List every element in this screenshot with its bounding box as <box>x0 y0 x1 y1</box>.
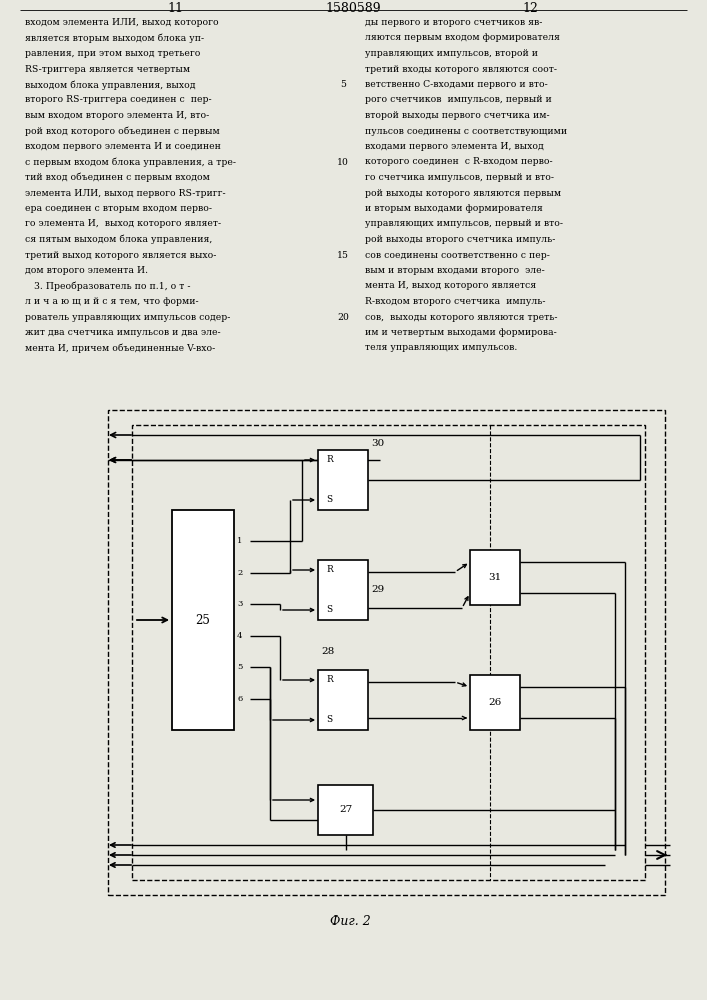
Text: которого соединен  с R-входом перво-: которого соединен с R-входом перво- <box>365 157 553 166</box>
Text: R: R <box>326 456 333 464</box>
Text: является вторым выходом блока уп-: является вторым выходом блока уп- <box>25 33 204 43</box>
Text: го элемента И,  выход которого являет-: го элемента И, выход которого являет- <box>25 220 221 229</box>
Text: вым входом второго элемента И, вто-: вым входом второго элемента И, вто- <box>25 111 209 120</box>
Text: 2: 2 <box>237 569 243 577</box>
Text: 26: 26 <box>489 698 502 707</box>
Text: 11: 11 <box>167 2 183 15</box>
Text: входом элемента ИЛИ, выход которого: входом элемента ИЛИ, выход которого <box>25 18 218 27</box>
Bar <box>172 510 234 730</box>
Bar <box>108 410 665 895</box>
Text: го счетчика импульсов, первый и вто-: го счетчика импульсов, первый и вто- <box>365 173 554 182</box>
Text: 12: 12 <box>522 2 538 15</box>
Text: S: S <box>326 495 332 504</box>
Text: 4: 4 <box>237 632 243 640</box>
Text: тий вход объединен с первым входом: тий вход объединен с первым входом <box>25 173 210 182</box>
Text: R-входом второго счетчика  импуль-: R-входом второго счетчика импуль- <box>365 297 546 306</box>
Text: 3. Преобразователь по п.1, о т -: 3. Преобразователь по п.1, о т - <box>25 282 190 291</box>
Bar <box>132 425 645 880</box>
Text: мента И, причем объединенные V-вхо-: мента И, причем объединенные V-вхо- <box>25 344 215 353</box>
Text: ветственно С-входами первого и вто-: ветственно С-входами первого и вто- <box>365 80 548 89</box>
Text: сов соединены соответственно с пер-: сов соединены соответственно с пер- <box>365 250 550 259</box>
Text: R: R <box>326 676 333 684</box>
Text: с первым входом блока управления, а тре-: с первым входом блока управления, а тре- <box>25 157 236 167</box>
Text: 31: 31 <box>489 573 502 582</box>
Text: вым и вторым входами второго  эле-: вым и вторым входами второго эле- <box>365 266 545 275</box>
Text: равления, при этом выход третьего: равления, при этом выход третьего <box>25 49 200 58</box>
Text: 20: 20 <box>337 313 349 322</box>
Text: рой выходы второго счетчика импуль-: рой выходы второго счетчика импуль- <box>365 235 556 244</box>
Text: ера соединен с вторым входом перво-: ера соединен с вторым входом перво- <box>25 204 212 213</box>
Text: ляются первым входом формирователя: ляются первым входом формирователя <box>365 33 560 42</box>
Bar <box>318 450 368 510</box>
Text: пульсов соединены с соответствующими: пульсов соединены с соответствующими <box>365 126 567 135</box>
Text: и вторым выходами формирователя: и вторым выходами формирователя <box>365 204 543 213</box>
Text: 6: 6 <box>237 695 243 703</box>
Text: Фиг. 2: Фиг. 2 <box>329 915 370 928</box>
Text: входом первого элемента И и соединен: входом первого элемента И и соединен <box>25 142 221 151</box>
Text: 29: 29 <box>371 585 384 594</box>
Text: управляющих импульсов, второй и: управляющих импульсов, второй и <box>365 49 538 58</box>
Text: сов,  выходы которого являются треть-: сов, выходы которого являются треть- <box>365 312 558 322</box>
Text: второй выходы первого счетчика им-: второй выходы первого счетчика им- <box>365 111 549 120</box>
Bar <box>318 785 373 835</box>
Text: им и четвертым выходами формирова-: им и четвертым выходами формирова- <box>365 328 556 337</box>
Text: рой вход которого объединен с первым: рой вход которого объединен с первым <box>25 126 220 136</box>
Text: второго RS-триггера соединен с  пер-: второго RS-триггера соединен с пер- <box>25 96 211 104</box>
Text: рого счетчиков  импульсов, первый и: рого счетчиков импульсов, первый и <box>365 96 551 104</box>
Text: 1580589: 1580589 <box>325 2 381 15</box>
Text: жит два счетчика импульсов и два эле-: жит два счетчика импульсов и два эле- <box>25 328 221 337</box>
Text: элемента ИЛИ, выход первого RS-тригг-: элемента ИЛИ, выход первого RS-тригг- <box>25 188 226 198</box>
Text: рой выходы которого являются первым: рой выходы которого являются первым <box>365 188 561 198</box>
Text: 15: 15 <box>337 251 349 260</box>
Text: ся пятым выходом блока управления,: ся пятым выходом блока управления, <box>25 235 212 244</box>
Text: R: R <box>326 566 333 574</box>
Bar <box>318 670 368 730</box>
Text: 27: 27 <box>339 806 352 814</box>
Text: третий входы которого являются соот-: третий входы которого являются соот- <box>365 64 557 74</box>
Text: мента И, выход которого является: мента И, выход которого является <box>365 282 536 290</box>
Text: 10: 10 <box>337 158 349 167</box>
Text: S: S <box>326 716 332 724</box>
Text: теля управляющих импульсов.: теля управляющих импульсов. <box>365 344 518 353</box>
Text: S: S <box>326 605 332 614</box>
Text: третий выход которого является выхо-: третий выход которого является выхо- <box>25 250 216 259</box>
Text: дом второго элемента И.: дом второго элемента И. <box>25 266 148 275</box>
Bar <box>470 550 520 605</box>
Text: 28: 28 <box>321 647 334 656</box>
Text: RS-триггера является четвертым: RS-триггера является четвертым <box>25 64 190 74</box>
Text: входами первого элемента И, выход: входами первого элемента И, выход <box>365 142 544 151</box>
Text: 30: 30 <box>371 439 384 448</box>
Text: 5: 5 <box>340 80 346 89</box>
Text: управляющих импульсов, первый и вто-: управляющих импульсов, первый и вто- <box>365 220 563 229</box>
Bar <box>318 560 368 620</box>
Text: 25: 25 <box>196 613 211 626</box>
Bar <box>470 675 520 730</box>
Text: рователь управляющих импульсов содер-: рователь управляющих импульсов содер- <box>25 312 230 322</box>
Text: 3: 3 <box>237 600 243 608</box>
Text: л и ч а ю щ и й с я тем, что форми-: л и ч а ю щ и й с я тем, что форми- <box>25 297 199 306</box>
Text: 1: 1 <box>237 537 243 545</box>
Text: ды первого и второго счетчиков яв-: ды первого и второго счетчиков яв- <box>365 18 542 27</box>
Text: 5: 5 <box>237 663 243 671</box>
Text: выходом блока управления, выход: выходом блока управления, выход <box>25 80 196 90</box>
